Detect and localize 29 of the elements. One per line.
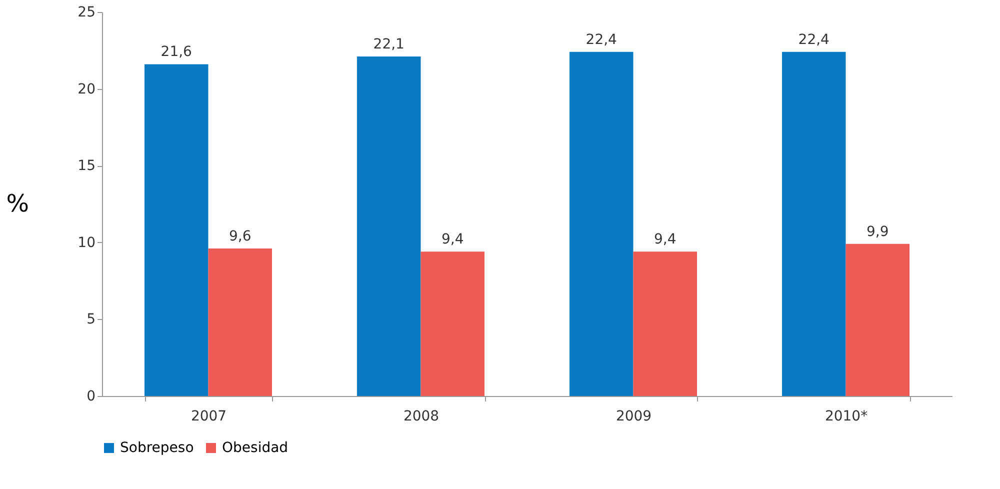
data-label: 22,4 xyxy=(798,32,830,48)
data-label: 22,1 xyxy=(373,36,404,53)
bar xyxy=(782,52,846,396)
y-tick-label: 0 xyxy=(86,388,96,404)
bar xyxy=(846,244,910,396)
bar xyxy=(633,252,697,396)
x-tick-label: 2010* xyxy=(824,408,868,424)
x-tick-label: 2008 xyxy=(403,408,440,424)
legend-label: Sobrepeso xyxy=(120,440,194,456)
bar xyxy=(570,52,634,396)
data-label: 21,6 xyxy=(160,44,192,60)
bar xyxy=(208,248,272,396)
y-tick-label: 25 xyxy=(78,4,96,20)
bar xyxy=(144,64,208,396)
data-label: 9,9 xyxy=(866,224,889,240)
legend-label: Obesidad xyxy=(222,440,288,456)
data-label: 9,4 xyxy=(441,232,464,248)
data-label: 9,6 xyxy=(228,228,252,245)
y-tick-label: 20 xyxy=(78,81,96,98)
y-tick-label: 5 xyxy=(86,312,96,328)
bar xyxy=(357,56,421,396)
y-tick-label: 15 xyxy=(78,158,96,174)
data-label: 22,4 xyxy=(586,32,618,48)
y-axis-title: % xyxy=(6,190,30,218)
x-tick-label: 2009 xyxy=(616,408,652,424)
x-tick-label: 2007 xyxy=(190,408,227,424)
y-tick-label: 10 xyxy=(78,234,96,251)
data-label: 9,4 xyxy=(654,232,676,248)
bar xyxy=(420,252,484,396)
